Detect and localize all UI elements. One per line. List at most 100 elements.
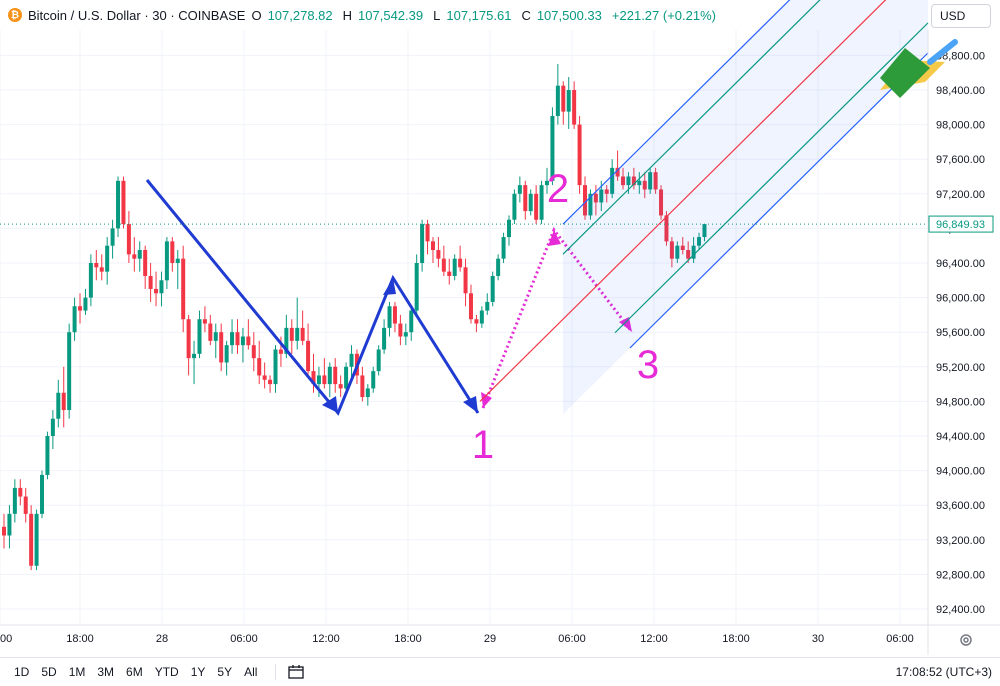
- candle-body: [626, 176, 631, 186]
- candle-body: [371, 371, 376, 389]
- candle-body: [164, 241, 169, 281]
- candle-body: [490, 275, 495, 302]
- wave-label: 2: [547, 167, 569, 211]
- symbol-title[interactable]: Bitcoin / U.S. Dollar · 30 · COINBASE: [28, 7, 246, 23]
- candle-body: [697, 237, 702, 246]
- candle-body: [686, 250, 691, 259]
- candle-body: [300, 327, 305, 341]
- candle-body: [61, 392, 66, 411]
- candle-body: [430, 241, 435, 251]
- candle-body: [583, 185, 588, 216]
- range-5y[interactable]: 5Y: [217, 665, 233, 679]
- candle-body: [83, 297, 88, 311]
- channel-line: [614, 22, 929, 334]
- candle-body: [344, 366, 349, 389]
- candle-body: [523, 185, 528, 212]
- candle-body: [691, 245, 696, 259]
- candle-body: [197, 319, 202, 354]
- wave-label: 1: [472, 423, 494, 467]
- candle-body: [29, 513, 34, 566]
- candle-body: [72, 306, 77, 333]
- candlestick-series: [2, 64, 707, 571]
- range-5d[interactable]: 5D: [41, 665, 57, 679]
- range-1y[interactable]: 1Y: [190, 665, 206, 679]
- candle-body: [154, 288, 159, 294]
- bottom-toolbar: 1D 5D 1M 3M 6M YTD 1Y 5Y All 17:08:52 (U…: [0, 657, 1000, 686]
- candle-body: [230, 332, 235, 346]
- candle-body: [12, 487, 17, 514]
- channel-line: [629, 52, 929, 349]
- arrow-head: [322, 396, 338, 413]
- candle-body: [311, 371, 316, 385]
- candle-body: [219, 332, 224, 363]
- arrow-head: [481, 392, 492, 408]
- candle-body: [246, 336, 251, 346]
- arrow-head: [548, 230, 561, 246]
- candle-body: [18, 487, 23, 497]
- candle-body: [496, 258, 501, 276]
- candle-body: [441, 258, 446, 272]
- last-price-value: 96,849.93: [936, 219, 985, 231]
- candle-body: [235, 332, 240, 346]
- currency-select[interactable]: USD: [931, 4, 991, 28]
- candle-body: [213, 332, 218, 341]
- price-tick: 92,800.00: [936, 569, 985, 581]
- arrow-head: [463, 396, 478, 413]
- candle-body: [534, 193, 539, 220]
- clock-readout[interactable]: 17:08:52 (UTC+3): [895, 665, 992, 679]
- candle-body: [653, 172, 658, 190]
- range-1m[interactable]: 1M: [68, 665, 86, 679]
- chart-drawings[interactable]: 1 2 3: [145, 167, 659, 467]
- range-all[interactable]: All: [244, 665, 258, 679]
- candle-body: [186, 319, 191, 359]
- candle-body: [398, 323, 403, 337]
- time-tick: 00: [0, 633, 12, 645]
- candle-body: [40, 474, 45, 514]
- candle-body: [202, 319, 207, 324]
- candle-body: [273, 349, 278, 385]
- close-value: 107,500.33: [536, 7, 602, 23]
- candle-body: [621, 176, 626, 186]
- time-tick: 18:00: [66, 633, 94, 645]
- range-6m[interactable]: 6M: [126, 665, 143, 679]
- candle-body: [45, 436, 50, 475]
- candle-body: [436, 250, 441, 259]
- price-tick: 95,600.00: [936, 327, 985, 339]
- candle-body: [420, 224, 425, 263]
- low-value: 107,175.61: [446, 7, 512, 23]
- candle-body: [577, 124, 582, 186]
- candle-body: [566, 90, 571, 112]
- candle-body: [34, 513, 39, 566]
- open-label: O: [251, 7, 262, 23]
- candle-body: [99, 267, 104, 272]
- time-tick: 06:00: [886, 633, 914, 645]
- candle-body: [110, 228, 115, 246]
- price-tick: 94,400.00: [936, 431, 985, 443]
- time-tick: 30: [812, 633, 824, 645]
- gear-icon[interactable]: [958, 632, 974, 648]
- time-tick: 06:00: [230, 633, 258, 645]
- high-value: 107,542.39: [358, 7, 424, 23]
- candle-body: [181, 258, 186, 320]
- candle-body: [631, 176, 636, 186]
- candle-body: [170, 241, 175, 263]
- candle-body: [659, 189, 664, 216]
- time-tick: 06:00: [558, 633, 586, 645]
- calendar-icon[interactable]: [275, 664, 306, 680]
- candle-body: [268, 379, 273, 385]
- range-3m[interactable]: 3M: [97, 665, 115, 679]
- price-axis[interactable]: 98,800.00 98,400.00 98,000.00 97,600.00 97,2…: [0, 30, 994, 655]
- candle-body: [284, 327, 289, 354]
- regression-channel[interactable]: [479, 0, 929, 415]
- range-1d[interactable]: 1D: [14, 665, 30, 679]
- candle-body: [159, 280, 164, 294]
- range-ytd[interactable]: YTD: [154, 665, 179, 679]
- price-tick: 95,200.00: [936, 362, 985, 374]
- candle-body: [458, 258, 463, 268]
- candle-body: [175, 258, 180, 263]
- candle-body: [468, 293, 473, 320]
- time-axis[interactable]: 00 18:00 28 06:00 12:00 18:00 29 06:00 12:00 18:0…: [0, 624, 1000, 645]
- brand-logo: [880, 39, 958, 98]
- candle-body: [588, 193, 593, 216]
